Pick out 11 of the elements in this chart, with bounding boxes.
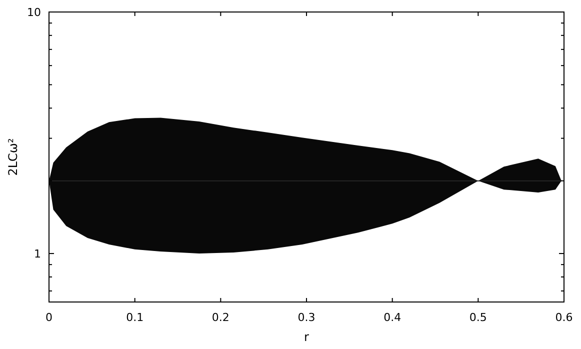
x-axis-title: r [304,330,310,344]
x-tick-label: 0.5 [469,311,487,324]
x-tick-label: 0.1 [126,311,144,324]
x-tick-label: 0 [46,311,52,324]
x-tick-label: 0.6 [555,311,573,324]
x-tick-label: 0.3 [298,311,316,324]
x-tick-label: 0.2 [212,311,230,324]
y-tick-label: 10 [27,6,41,19]
x-tick-label: 0.4 [384,311,402,324]
y-axis-title: 2LCω² [6,138,20,176]
y-tick-label: 1 [34,248,41,261]
